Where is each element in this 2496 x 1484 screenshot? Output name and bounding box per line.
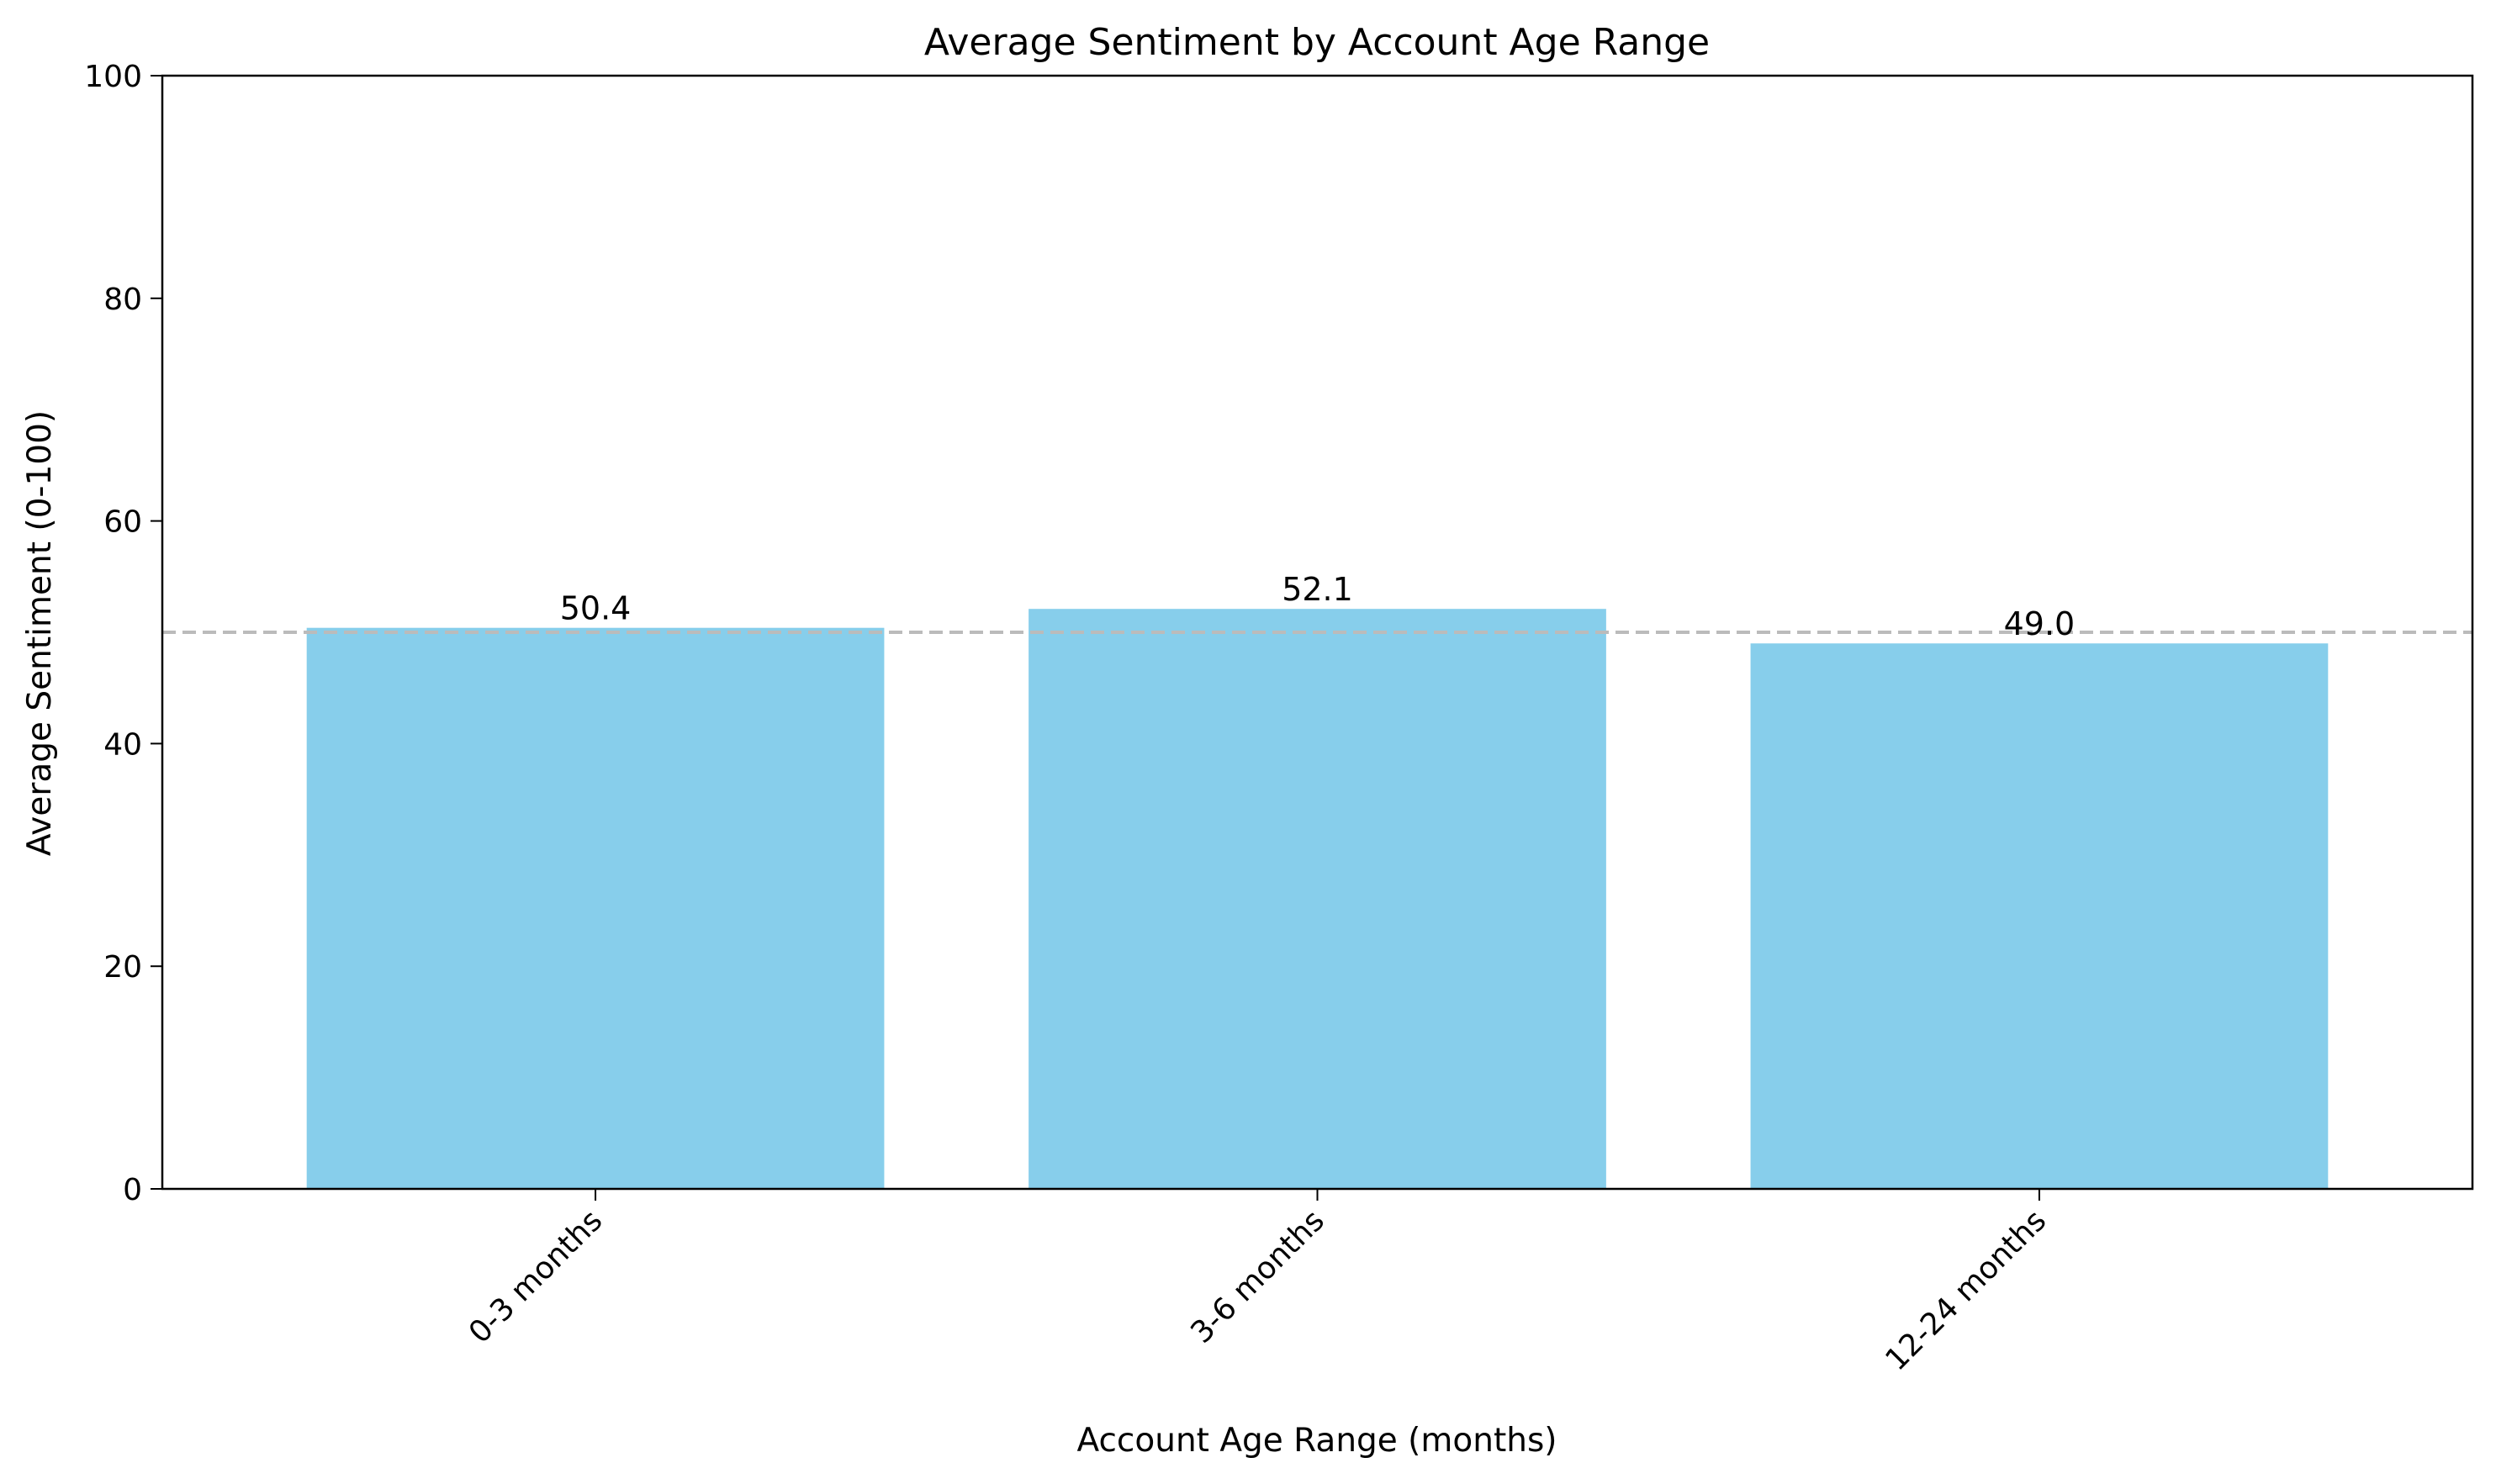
data-label-1: 52.1 xyxy=(1282,571,1353,608)
bar-1 xyxy=(1029,609,1606,1189)
x-tick-label-0: 0-3 months xyxy=(463,1203,610,1350)
data-labels-layer: 50.4 52.1 49.0 xyxy=(560,571,2075,642)
chart-title: Average Sentiment by Account Age Range xyxy=(924,21,1710,64)
data-label-2: 49.0 xyxy=(2004,605,2076,642)
y-tick-label-1: 20 xyxy=(103,950,142,985)
y-tick-label-2: 40 xyxy=(103,727,142,762)
y-axis-label: Average Sentiment (0-100) xyxy=(21,410,59,856)
bars-layer xyxy=(306,609,2329,1189)
bar-0 xyxy=(306,627,885,1189)
x-axis-label: Account Age Range (months) xyxy=(1076,1422,1557,1460)
x-tick-label-1: 3-6 months xyxy=(1184,1203,1331,1350)
bar-2 xyxy=(1750,643,2329,1189)
y-tick-label-0: 0 xyxy=(123,1173,142,1207)
y-tick-label-3: 60 xyxy=(103,505,142,540)
data-label-0: 50.4 xyxy=(560,590,632,627)
x-tick-label-2: 12-24 months xyxy=(1879,1203,2053,1377)
y-tick-label-4: 80 xyxy=(103,283,142,317)
plot-frame xyxy=(161,74,2474,1191)
y-tick-label-5: 100 xyxy=(84,60,142,94)
